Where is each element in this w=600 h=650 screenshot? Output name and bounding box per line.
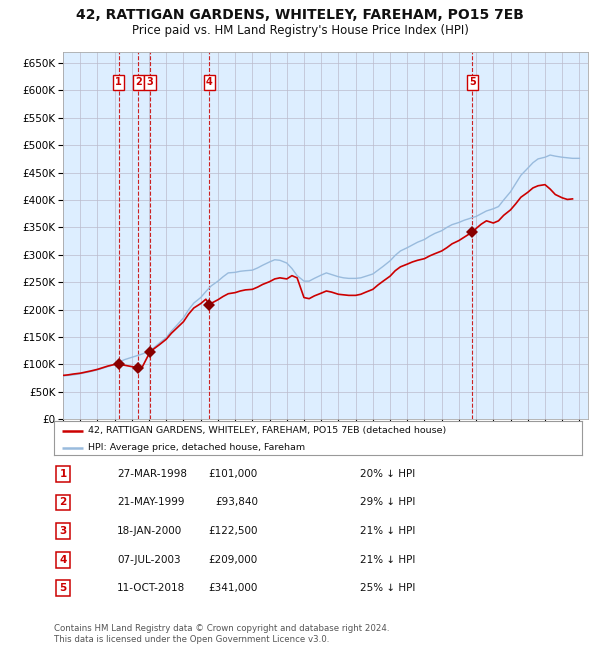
Text: £101,000: £101,000: [209, 469, 258, 479]
Text: 27-MAR-1998: 27-MAR-1998: [117, 469, 187, 479]
Text: 21% ↓ HPI: 21% ↓ HPI: [360, 526, 415, 536]
Text: £93,840: £93,840: [215, 497, 258, 508]
Text: 4: 4: [59, 554, 67, 565]
Text: 18-JAN-2000: 18-JAN-2000: [117, 526, 182, 536]
Text: 3: 3: [146, 77, 154, 87]
Text: £122,500: £122,500: [209, 526, 258, 536]
Text: 3: 3: [59, 526, 67, 536]
Text: £341,000: £341,000: [209, 583, 258, 593]
Text: 2: 2: [59, 497, 67, 508]
Text: 1: 1: [59, 469, 67, 479]
Text: 20% ↓ HPI: 20% ↓ HPI: [360, 469, 415, 479]
Text: £209,000: £209,000: [209, 554, 258, 565]
Text: 42, RATTIGAN GARDENS, WHITELEY, FAREHAM, PO15 7EB: 42, RATTIGAN GARDENS, WHITELEY, FAREHAM,…: [76, 8, 524, 22]
Text: 42, RATTIGAN GARDENS, WHITELEY, FAREHAM, PO15 7EB (detached house): 42, RATTIGAN GARDENS, WHITELEY, FAREHAM,…: [88, 426, 446, 435]
Text: 29% ↓ HPI: 29% ↓ HPI: [360, 497, 415, 508]
Text: 5: 5: [59, 583, 67, 593]
Text: 07-JUL-2003: 07-JUL-2003: [117, 554, 181, 565]
Text: 11-OCT-2018: 11-OCT-2018: [117, 583, 185, 593]
Text: 25% ↓ HPI: 25% ↓ HPI: [360, 583, 415, 593]
Text: Contains HM Land Registry data © Crown copyright and database right 2024.
This d: Contains HM Land Registry data © Crown c…: [54, 624, 389, 644]
Text: 2: 2: [135, 77, 142, 87]
Text: 21% ↓ HPI: 21% ↓ HPI: [360, 554, 415, 565]
Text: 21-MAY-1999: 21-MAY-1999: [117, 497, 185, 508]
Text: 4: 4: [206, 77, 213, 87]
Text: 1: 1: [115, 77, 122, 87]
Text: HPI: Average price, detached house, Fareham: HPI: Average price, detached house, Fare…: [88, 443, 305, 452]
Text: Price paid vs. HM Land Registry's House Price Index (HPI): Price paid vs. HM Land Registry's House …: [131, 24, 469, 37]
Text: 5: 5: [469, 77, 476, 87]
